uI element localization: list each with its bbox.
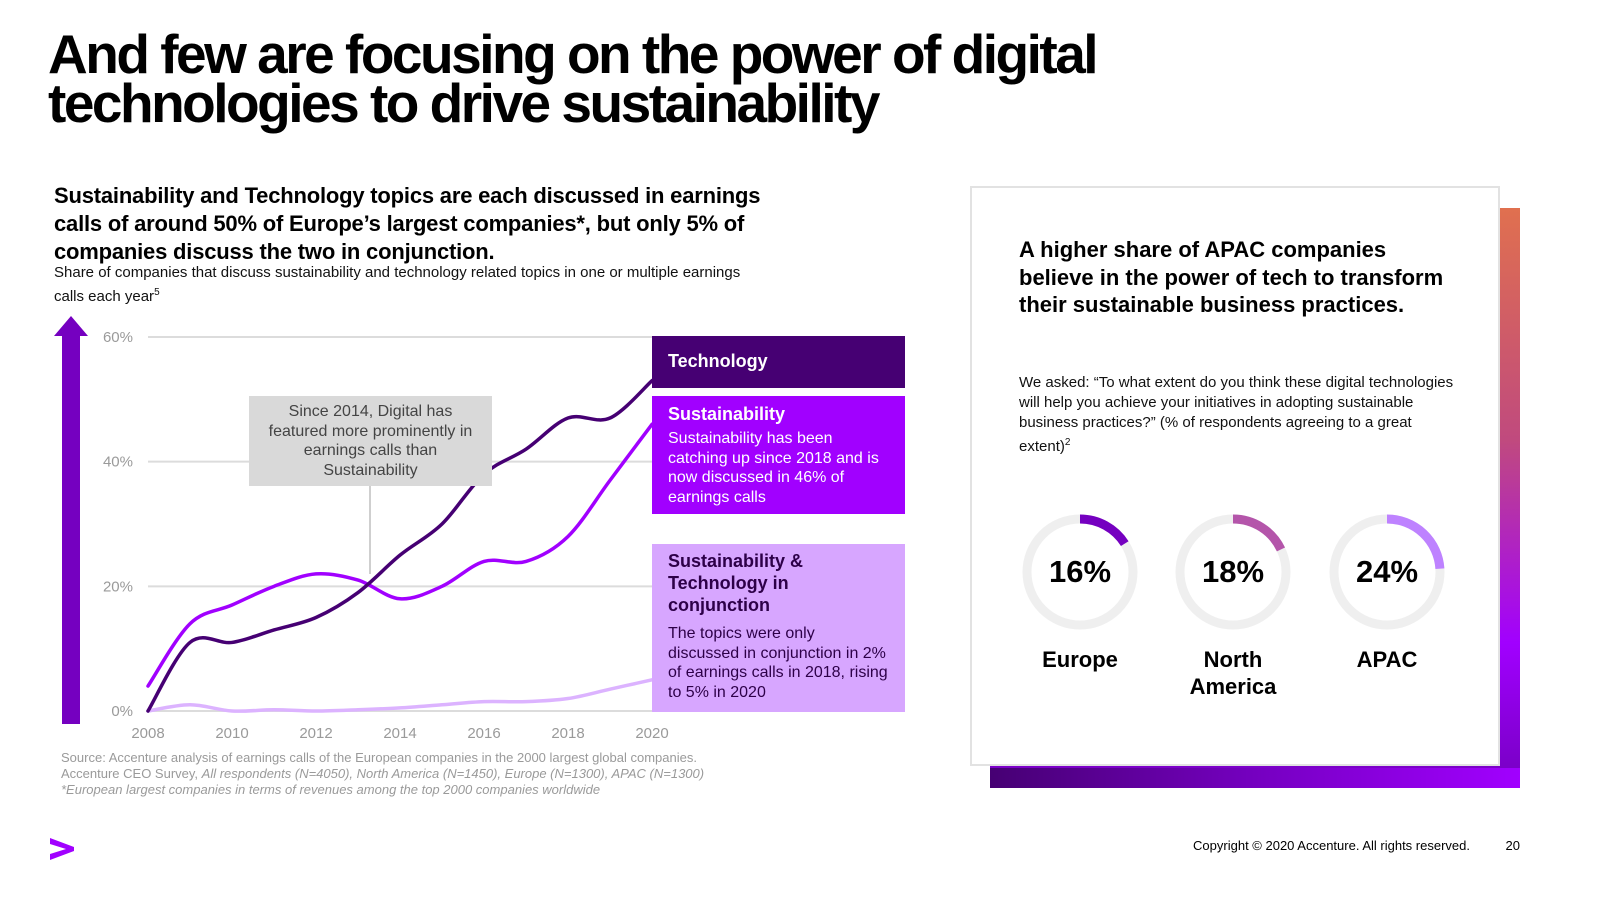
donut-value-europe: 16% [1048, 554, 1112, 589]
source-line-1: Source: Accenture analysis of earnings c… [61, 750, 697, 765]
source-line-2-plain: Accenture CEO Survey, [61, 766, 202, 781]
footnote-marker: 5 [154, 287, 160, 298]
chart-series [146, 378, 654, 713]
x-tick-label: 2016 [467, 725, 500, 742]
region-label-apac: APAC [1356, 647, 1418, 672]
chart-headline: Sustainability and Technology topics are… [54, 183, 761, 264]
source-line-2-italic: All respondents (N=4050), North America … [201, 766, 705, 781]
series-line-sustainability [146, 422, 654, 688]
apac-panel [970, 186, 1500, 766]
donut-arc [1232, 514, 1286, 552]
panel-gradient-bottom [990, 768, 1520, 788]
donut-value-north-america: 18% [1201, 554, 1265, 589]
y-tick-label: 40% [103, 454, 133, 471]
digital-note-callout: Since 2014, Digital has featured more pr… [249, 396, 492, 486]
x-tick-label: 2010 [215, 725, 248, 742]
source-line-3: *European largest companies in terms of … [61, 782, 601, 797]
x-tick-label: 2012 [299, 725, 332, 742]
donut-ring [1022, 514, 1138, 630]
x-tick-label: 2008 [131, 725, 164, 742]
panel-heading: A higher share of APAC companies believe… [1019, 237, 1444, 317]
region-label-europe: Europe [1042, 647, 1118, 672]
donut-europe: 16% [1020, 512, 1140, 632]
y-axis-ticks: 0% 20% 40% 60% [103, 329, 133, 720]
series-line-conjunction [146, 678, 654, 713]
source-line-2: Accenture CEO Survey, All respondents (N… [61, 766, 821, 782]
series-line-technology [146, 378, 654, 713]
chart-subtitle: Share of companies that discuss sustaina… [54, 263, 774, 307]
technology-callout: Technology [652, 336, 905, 388]
donut-value-apac: 24% [1355, 554, 1419, 589]
donut-ring [1329, 514, 1445, 630]
y-tick-label: 0% [111, 703, 133, 720]
donut-apac: 24% [1327, 512, 1447, 632]
x-axis-ticks: 2008 2010 2012 2014 2016 2018 2020 [131, 725, 668, 742]
source-notes: Source: Accenture analysis of earnings c… [61, 750, 821, 798]
x-tick-label: 2018 [551, 725, 584, 742]
y-tick-label: 60% [103, 329, 133, 346]
survey-question-text: We asked: “To what extent do you think t… [1019, 374, 1454, 455]
copyright: Copyright © 2020 Accenture. All rights r… [1193, 838, 1470, 853]
page-title: And few are focusing on the power of dig… [48, 23, 1099, 134]
conjunction-callout: Sustainability & Technology in conjuncti… [652, 544, 905, 712]
chart-subtitle-text: Share of companies that discuss sustaina… [54, 264, 741, 305]
x-tick-label: 2020 [635, 725, 668, 742]
footnote-marker: 2 [1064, 437, 1071, 448]
accenture-logo-icon [50, 838, 74, 860]
sustainability-callout-text: Sustainability has been catching up sinc… [668, 430, 879, 506]
survey-question: We asked: “To what extent do you think t… [1019, 373, 1459, 457]
donut-arc [1079, 514, 1129, 547]
page-number: 20 [1505, 838, 1520, 853]
sustainability-callout: Sustainability Sustainability has been c… [652, 396, 905, 514]
donut-arc [1386, 514, 1445, 570]
donut-ring [1175, 514, 1291, 630]
y-axis-arrow-icon [54, 316, 88, 724]
y-tick-label: 20% [103, 578, 133, 595]
x-tick-label: 2014 [383, 725, 416, 742]
sustainability-callout-title: Sustainability [668, 404, 786, 424]
conjunction-callout-title: Sustainability & Technology in conjuncti… [668, 551, 804, 615]
donut-north-america: 18% [1173, 512, 1293, 632]
region-label-north-america: North America [1189, 647, 1277, 699]
conjunction-callout-text: The topics were only discussed in conjun… [668, 625, 888, 701]
